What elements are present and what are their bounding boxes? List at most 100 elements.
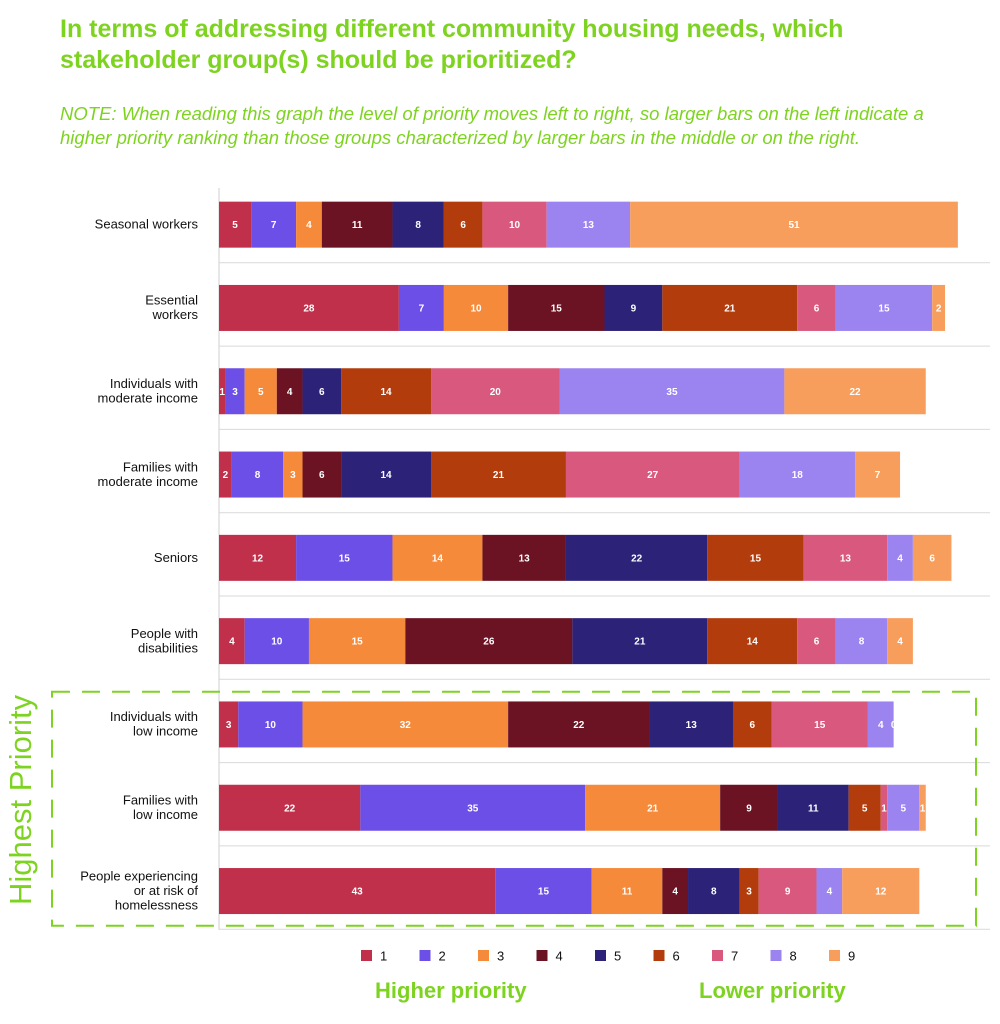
bar-segment-rank-7 [797, 618, 836, 665]
bar-segment-rank-4 [508, 284, 605, 331]
bar-segment-rank-8 [867, 701, 894, 748]
value-label: 5 [862, 803, 868, 814]
legend-swatch [595, 950, 606, 961]
bar-segment-rank-1 [219, 784, 361, 831]
bar-segment-rank-6 [443, 201, 483, 248]
value-label: 13 [840, 553, 852, 564]
bar-segment-rank-1 [219, 618, 245, 665]
bar-segment-rank-2 [231, 451, 284, 498]
category-label: Seasonal workers [95, 217, 199, 232]
legend-swatch [419, 950, 431, 961]
value-label: 22 [850, 387, 862, 398]
category-label: Individuals with low income [110, 709, 198, 739]
value-label: 35 [666, 387, 678, 398]
value-label: 10 [470, 303, 482, 314]
bar-segment-rank-9 [630, 201, 958, 248]
legend-swatch [478, 950, 489, 961]
value-label: 15 [538, 887, 550, 898]
bar-segment-rank-1 [219, 534, 297, 581]
legend-label: 2 [439, 949, 446, 964]
bar-segment-rank-2 [296, 534, 393, 581]
bar-segment-rank-8 [546, 201, 631, 248]
bar-segment-rank-2 [398, 284, 444, 331]
bar-segment-rank-1 [219, 451, 232, 498]
value-label: 8 [415, 220, 421, 231]
value-label: 35 [467, 803, 479, 814]
value-label: 5 [232, 220, 238, 231]
value-label: 0 [891, 720, 897, 731]
category-labels: Seasonal workers Essential workers Individu… [80, 217, 198, 913]
bar-segment-rank-7 [797, 284, 836, 331]
value-label: 1 [881, 803, 887, 814]
value-label: 4 [672, 887, 678, 898]
value-label: 7 [271, 220, 277, 231]
bar-segment-rank-3 [244, 368, 277, 415]
bar-segment-rank-4 [405, 618, 573, 665]
value-label: 28 [303, 303, 315, 314]
bar-segment-rank-6 [707, 618, 798, 665]
value-label: 11 [352, 220, 363, 231]
bar-segment-rank-8 [816, 868, 843, 915]
value-label: 4 [306, 220, 312, 231]
value-label: 32 [400, 720, 412, 731]
value-label: 11 [622, 887, 633, 898]
legend-swatch [712, 950, 723, 961]
value-label: 43 [352, 887, 364, 898]
value-label: 2 [223, 470, 229, 481]
value-label: 14 [380, 387, 392, 398]
value-label: 18 [792, 470, 804, 481]
value-label: 22 [573, 720, 585, 731]
bar-segment-rank-3 [591, 868, 663, 915]
value-label: 51 [788, 220, 800, 231]
bar-segment-rank-6 [431, 451, 566, 498]
bar-segment-rank-9 [912, 534, 952, 581]
value-label: 13 [583, 220, 595, 231]
bar-segment-rank-9 [887, 618, 913, 665]
bar-segment-rank-7 [880, 784, 888, 831]
value-label: 3 [226, 720, 232, 731]
value-label: 4 [878, 720, 884, 731]
bar-segment-rank-8 [887, 784, 920, 831]
bar-segment-rank-8 [835, 618, 888, 665]
bar-segment-rank-9 [932, 284, 946, 331]
legend-swatch [536, 950, 548, 961]
bar-segment-rank-1 [219, 868, 496, 915]
bar-segment-rank-3 [308, 618, 406, 665]
bar-segment-rank-5 [649, 701, 733, 748]
value-label: 7 [419, 303, 425, 314]
value-label: 10 [271, 637, 283, 648]
value-label: 21 [493, 470, 505, 481]
bar-segment-rank-3 [443, 284, 509, 331]
bar-segment-rank-7 [431, 368, 560, 415]
category-label: Families with low income [123, 793, 198, 823]
legend-swatch [770, 950, 782, 961]
highlight-dashed-box [51, 690, 977, 927]
bar-segment-rank-3 [302, 701, 509, 748]
bar-segment-rank-3 [283, 451, 303, 498]
value-label: 6 [749, 720, 755, 731]
value-label: 6 [460, 220, 466, 231]
bar-segment-rank-9 [919, 784, 926, 831]
chart-title: In terms of addressing different communi… [60, 15, 844, 74]
bar-segment-rank-6 [848, 784, 881, 831]
value-label: 15 [352, 637, 364, 648]
value-label: 3 [746, 887, 752, 898]
bar-segment-rank-2 [244, 618, 309, 665]
value-label: 15 [551, 303, 563, 314]
value-label: 6 [319, 387, 325, 398]
bar-segment-rank-5 [572, 618, 708, 665]
legend-label: 3 [497, 949, 504, 964]
bar-segment-rank-2 [360, 784, 586, 831]
bar-segment-rank-4 [276, 368, 303, 415]
bar-segment-rank-6 [733, 701, 772, 748]
value-label: 9 [746, 803, 752, 814]
value-label: 10 [509, 220, 521, 231]
bar-segment-rank-5 [777, 784, 849, 831]
bar-segment-rank-5 [565, 534, 708, 581]
value-label: 2 [936, 303, 942, 314]
bar-segment-rank-1 [219, 368, 226, 415]
legend-label: 1 [380, 949, 387, 964]
legend-label: 6 [673, 949, 680, 964]
bar-segment-rank-7 [482, 201, 547, 248]
bar-segment-rank-3 [585, 784, 721, 831]
